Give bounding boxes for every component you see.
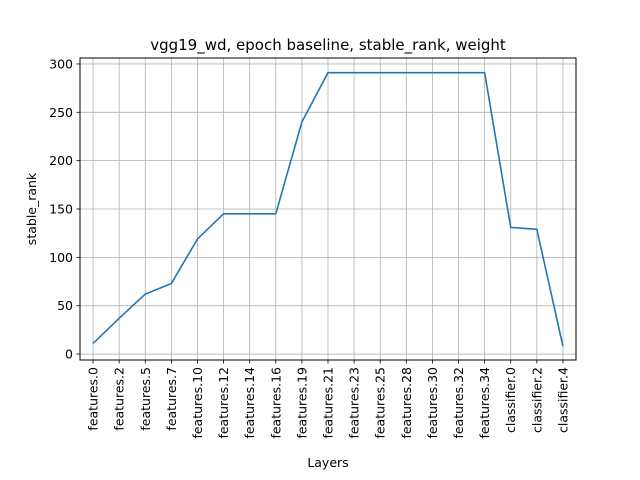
data-point (510, 226, 512, 228)
series-layer (92, 71, 564, 347)
y-tick-label: 250 (49, 105, 73, 120)
y-tick-label: 50 (57, 298, 73, 313)
data-point (275, 213, 277, 215)
data-point (327, 71, 329, 73)
data-point (457, 71, 459, 73)
chart-title: vgg19_wd, epoch baseline, stable_rank, w… (150, 36, 506, 55)
x-axis: features.0 features.2 features.5 features.7… (86, 360, 570, 439)
x-tick-label: features.30 (425, 367, 440, 439)
y-axis: 0 50 100 150 200 250 300 (49, 56, 80, 362)
data-point (222, 213, 224, 215)
x-tick-label: features.0 (86, 367, 101, 431)
grid (80, 58, 576, 360)
data-point (196, 238, 198, 240)
data-point (379, 71, 381, 73)
x-tick-label: features.23 (347, 367, 362, 439)
y-tick-label: 300 (49, 56, 73, 71)
x-tick-label: features.7 (164, 367, 179, 431)
x-tick-label: features.2 (112, 367, 127, 431)
y-tick-label: 0 (65, 347, 73, 362)
data-point (405, 71, 407, 73)
x-tick-label: features.5 (138, 367, 153, 431)
x-tick-label: features.14 (242, 367, 257, 439)
y-tick-label: 150 (49, 202, 73, 217)
series-line (92, 71, 564, 347)
x-tick-label: features.32 (451, 367, 466, 439)
data-point (536, 228, 538, 230)
data-point (170, 282, 172, 284)
x-tick-label: features.28 (399, 367, 414, 439)
x-tick-label: features.10 (190, 367, 205, 439)
data-point (301, 121, 303, 123)
x-tick-label: features.19 (294, 367, 309, 439)
x-tick-label: features.25 (373, 367, 388, 439)
x-tick-label: classifier.0 (503, 367, 518, 433)
data-point (431, 71, 433, 73)
data-point (483, 71, 485, 73)
y-tick-label: 100 (49, 250, 73, 265)
data-point (562, 345, 564, 347)
x-tick-label: features.12 (216, 367, 231, 439)
x-tick-label: features.34 (477, 367, 492, 439)
x-tick-label: features.21 (321, 367, 336, 439)
y-axis-label: stable_rank (24, 172, 39, 245)
data-point (248, 213, 250, 215)
data-point (353, 71, 355, 73)
data-point (144, 293, 146, 295)
data-point (118, 317, 120, 319)
x-tick-label: features.16 (268, 367, 283, 439)
x-tick-label: classifier.2 (529, 367, 544, 433)
data-point (92, 342, 94, 344)
x-tick-label: classifier.4 (555, 367, 570, 433)
y-tick-label: 200 (49, 153, 73, 168)
x-axis-label: Layers (307, 455, 348, 470)
